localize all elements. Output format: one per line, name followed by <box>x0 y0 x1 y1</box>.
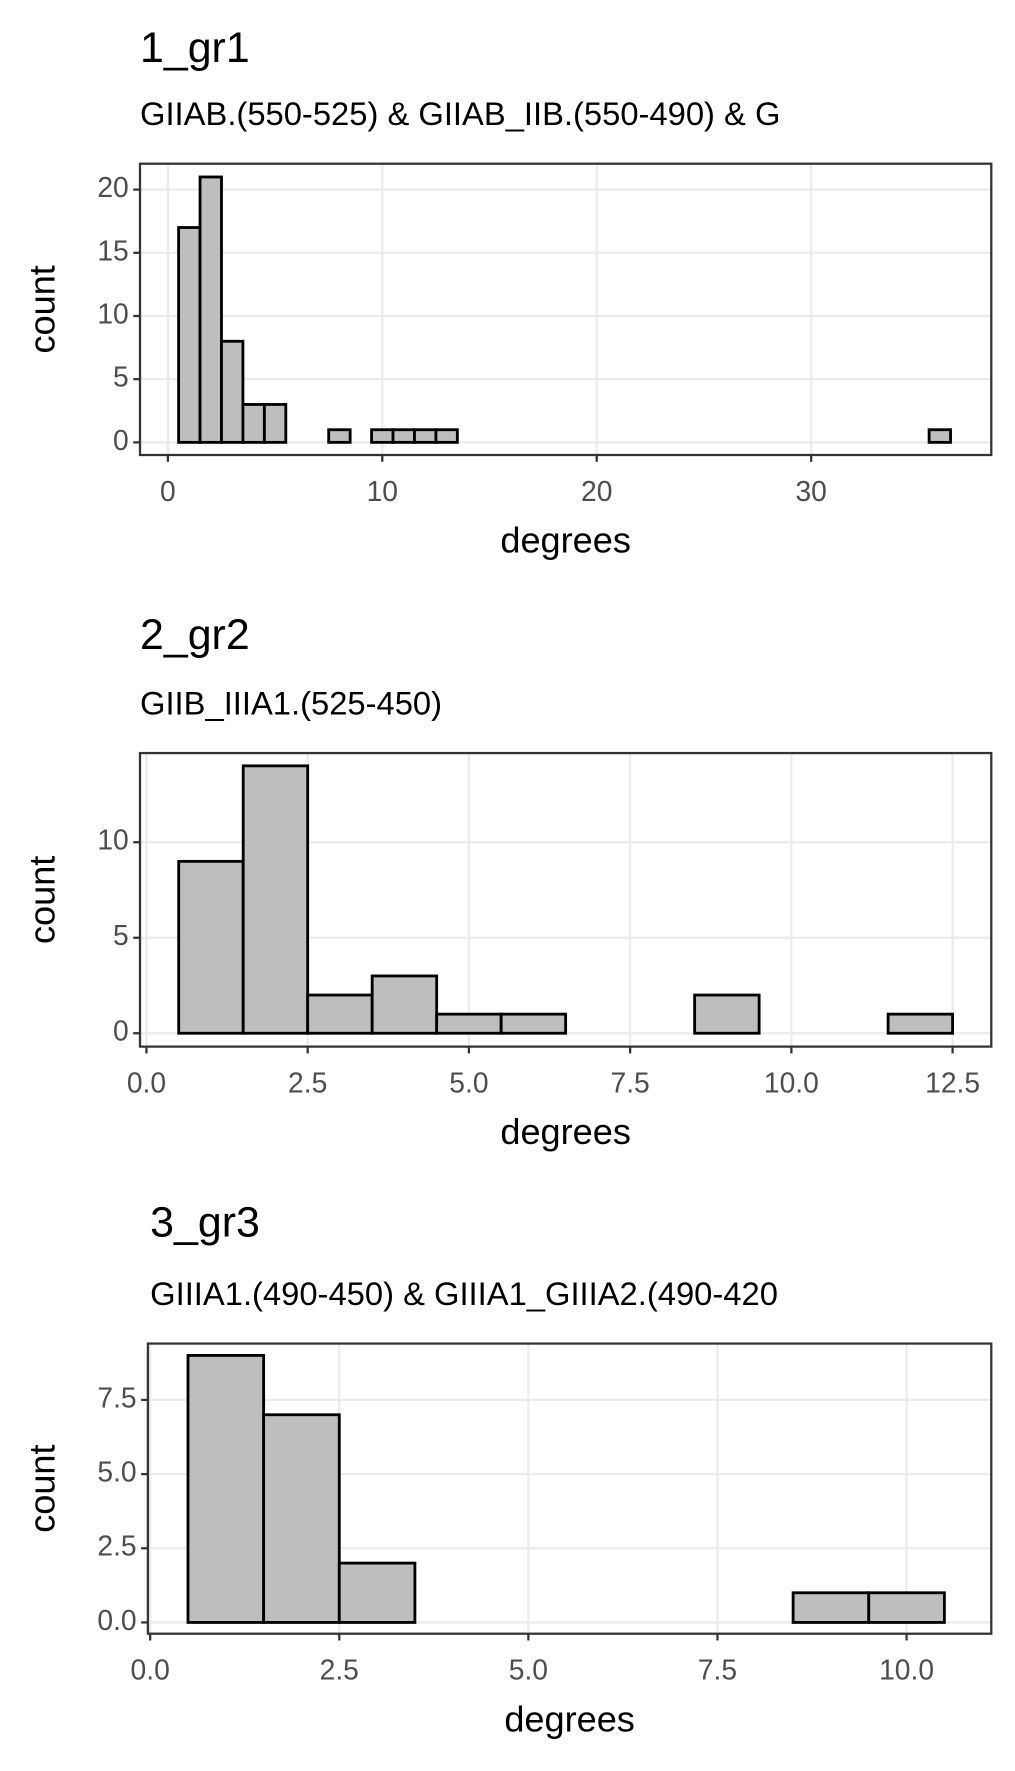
plot-border <box>138 162 993 457</box>
x-tick-label: 7.5 <box>698 1654 737 1686</box>
bar <box>262 403 288 444</box>
bar <box>186 1354 266 1624</box>
x-tick-label: 10.0 <box>879 1654 934 1686</box>
x-tick-label: 5.0 <box>509 1654 548 1686</box>
chart-title: 3_gr3 <box>150 1198 260 1246</box>
y-tick-label: 10 <box>97 824 128 856</box>
chart-subtitle: GIIB_IIIA1.(525-450) <box>140 684 442 721</box>
x-tick-label: 2.5 <box>288 1066 327 1098</box>
bar <box>886 1012 955 1035</box>
bar <box>306 993 374 1035</box>
x-tick-label: 0 <box>160 475 176 507</box>
plot-border <box>138 751 993 1048</box>
x-tick-label: 12.5 <box>925 1066 980 1098</box>
bar <box>327 428 352 444</box>
bar <box>693 993 761 1035</box>
chart-title: 2_gr2 <box>140 611 250 659</box>
y-tick-label: 5.0 <box>97 1456 136 1488</box>
bar <box>241 403 266 444</box>
y-tick-label: 10 <box>97 297 128 329</box>
x-tick-label: 0.0 <box>131 1654 170 1686</box>
y-tick-label: 20 <box>97 171 128 203</box>
bar <box>370 974 439 1035</box>
bar <box>198 175 223 444</box>
chart-title: 1_gr1 <box>140 24 250 72</box>
y-tick-label: 0.0 <box>97 1604 136 1636</box>
y-tick-label: 5 <box>113 361 129 393</box>
x-tick-label: 30 <box>795 475 826 507</box>
bar <box>370 428 395 444</box>
bar <box>927 428 952 444</box>
x-tick-label: 10.0 <box>764 1066 819 1098</box>
x-axis-title: degrees <box>504 1698 634 1739</box>
x-tick-label: 0.0 <box>127 1066 166 1098</box>
x-axis-title: degrees <box>500 520 631 561</box>
x-tick-label: 5.0 <box>449 1066 488 1098</box>
x-tick-label: 2.5 <box>320 1654 359 1686</box>
y-tick-label: 7.5 <box>97 1381 136 1413</box>
x-tick-label: 20 <box>581 475 612 507</box>
bar <box>177 859 245 1035</box>
y-axis-title: count <box>22 265 63 353</box>
bar <box>499 1012 568 1035</box>
y-tick-label: 0 <box>113 1015 129 1047</box>
bar <box>262 1413 341 1624</box>
y-tick-label: 0 <box>113 424 129 456</box>
chart-subtitle: GIIIA1.(490-450) & GIIIA1_GIIIA2.(490-42… <box>150 1275 778 1312</box>
y-tick-label: 5 <box>113 919 129 951</box>
y-tick-label: 15 <box>97 234 128 266</box>
bar <box>337 1561 417 1624</box>
x-tick-label: 7.5 <box>611 1066 650 1098</box>
bar <box>867 1591 946 1624</box>
chart-subtitle: GIIAB.(550-525) & GIIAB_IIB.(550-490) & … <box>140 95 780 132</box>
bar <box>434 428 459 444</box>
bar <box>391 428 416 444</box>
bar <box>413 428 438 444</box>
plot-border <box>146 1342 993 1635</box>
bar <box>177 226 202 444</box>
bar <box>241 764 310 1035</box>
y-axis-title: count <box>22 1444 63 1532</box>
bar <box>791 1591 871 1624</box>
bar <box>435 1012 503 1035</box>
x-tick-label: 10 <box>367 475 398 507</box>
y-tick-label: 2.5 <box>97 1530 136 1562</box>
bar <box>220 339 245 444</box>
y-axis-title: count <box>22 856 63 944</box>
x-axis-title: degrees <box>500 1111 631 1152</box>
